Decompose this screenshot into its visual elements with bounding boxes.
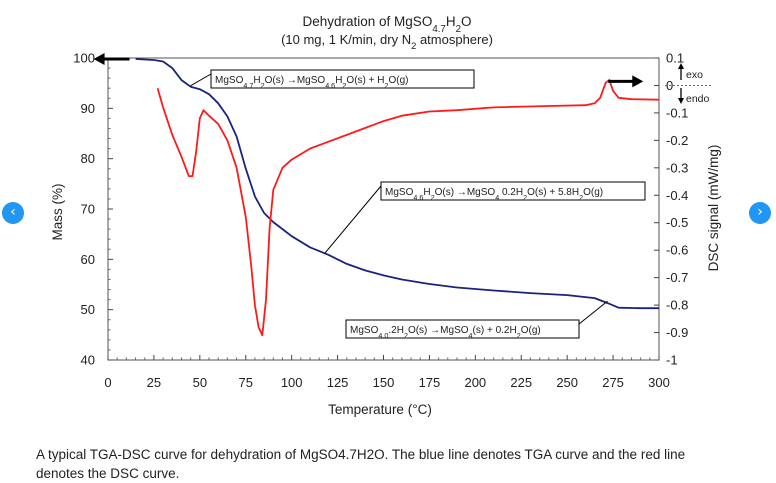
- y-left-tick-label: 80: [81, 151, 95, 166]
- y-left-tick-label: 100: [73, 51, 95, 66]
- y-right-tick-label: -0.4: [666, 188, 688, 203]
- x-tick-label: 225: [510, 375, 532, 390]
- exo-arrow-head: [678, 63, 684, 69]
- endo-arrow-head: [678, 98, 684, 104]
- carousel-prev-button[interactable]: ‹: [2, 202, 24, 224]
- dsc-axis-arrow-head: [632, 75, 644, 88]
- plot-frame: [107, 57, 660, 361]
- x-tick-label: 200: [464, 375, 486, 390]
- y-right-tick-label: -1: [666, 353, 678, 368]
- y-right-tick-label: -0.2: [666, 133, 688, 148]
- y-right-tick-label: -0.6: [666, 243, 688, 258]
- x-axis-label: Temperature (°C): [328, 402, 432, 417]
- annotation-box: [380, 181, 646, 201]
- carousel-next-button[interactable]: ›: [749, 202, 771, 224]
- y-right-tick-label: -0.9: [666, 325, 688, 340]
- y-left-tick-label: 90: [81, 101, 95, 116]
- y-left-tick-label: 70: [81, 202, 95, 217]
- x-tick-label: 100: [281, 375, 303, 390]
- x-tick-label: 0: [104, 375, 111, 390]
- annotation-text: MgSO4.7H2O(s) →MgSO4.6H2O(s) + H2O(g): [215, 75, 409, 90]
- annotation-text: MgSO4.6H2O(s) →MgSO4 0.2H2O(s) + 5.8H2O(…: [385, 187, 603, 202]
- x-tick-label: 50: [193, 375, 207, 390]
- exo-label: exo: [686, 69, 703, 81]
- annotation-box: [345, 319, 580, 339]
- x-tick-label: 25: [147, 375, 161, 390]
- x-tick-label: 275: [602, 375, 624, 390]
- x-tick-label: 75: [239, 375, 253, 390]
- endo-label: endo: [686, 93, 710, 105]
- x-tick-label: 175: [419, 375, 441, 390]
- y-left-tick-label: 40: [81, 353, 95, 368]
- x-tick-label: 125: [327, 375, 349, 390]
- figure-caption: A typical TGA-DSC curve for dehydration …: [36, 447, 686, 481]
- annotation-box: [210, 69, 475, 89]
- y-right-axis-label: DSC signal (mW/mg): [706, 145, 721, 272]
- y-right-tick-label: 0.1: [666, 51, 684, 66]
- y-right-tick-label: -0.5: [666, 215, 688, 230]
- series-line-dsc: [156, 79, 660, 337]
- x-tick-label: 250: [556, 375, 578, 390]
- y-left-axis-label: Mass (%): [50, 184, 65, 241]
- x-tick-label: 300: [648, 375, 670, 390]
- annotation-text: MgSO4.0.2H2O(s) →MgSO4(s) + 0.2H2O(g): [350, 325, 541, 340]
- annotation-leader-line: [324, 185, 382, 254]
- chart-subtitle-text: (10 mg, 1 K/min, dry N2 atmosphere): [281, 32, 493, 51]
- y-left-tick-label: 50: [81, 302, 95, 317]
- chart-title-text: Dehydration of MgSO4.7H2O: [302, 14, 471, 35]
- tga-dsc-chart: 0 25 50 75 100 125 150 175 200 225 250 275 300 40 50 60…: [50, 14, 721, 417]
- y-left-tick-label: 60: [81, 252, 95, 267]
- y-right-tick-label: -0.8: [666, 298, 688, 313]
- y-right-tick-label: -0.7: [666, 270, 688, 285]
- series-line-tga: [135, 58, 659, 310]
- annotation-leader-line: [578, 300, 608, 325]
- x-tick-label: 150: [373, 375, 395, 390]
- y-right-tick-label: -0.1: [666, 105, 688, 120]
- y-right-tick-label: -0.3: [666, 160, 688, 175]
- tga-axis-arrow-head: [93, 53, 105, 66]
- annotation-leader-line: [190, 73, 212, 87]
